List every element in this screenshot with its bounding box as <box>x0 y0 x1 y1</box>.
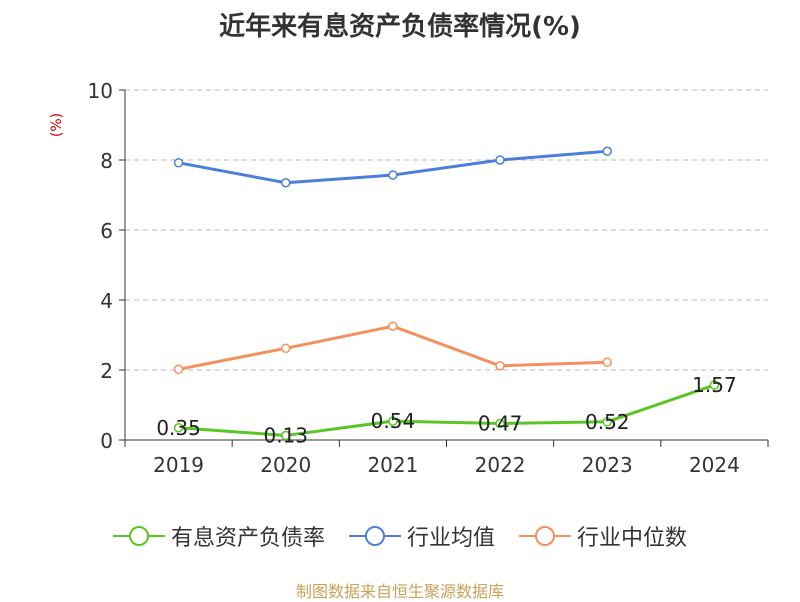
legend-swatch <box>348 526 401 546</box>
chart-title: 近年来有息资产负债率情况(%) <box>219 12 581 42</box>
legend-item[interactable]: 行业均值 <box>348 520 495 552</box>
data-point <box>602 146 612 156</box>
y-tick-label: 4 <box>100 289 113 313</box>
data-label: 0.13 <box>263 423 308 447</box>
y-tick-label: 2 <box>100 359 113 383</box>
data-point <box>495 361 505 371</box>
x-tick-label: 2021 <box>367 453 418 477</box>
axes: 0 2 4 6 8 10 2019 2020 2021 2022 2023 2024 <box>88 79 769 477</box>
data-point <box>173 423 184 433</box>
data-label: 0.52 <box>585 410 630 434</box>
data-point <box>281 430 291 441</box>
data-point <box>709 380 720 390</box>
legend-swatch <box>112 526 165 546</box>
data-label: 0.54 <box>371 409 416 433</box>
data-point <box>281 343 291 354</box>
y-tick-label: 0 <box>100 429 113 453</box>
legend-label: 行业中位数 <box>577 526 688 551</box>
data-label: 0.35 <box>156 416 201 440</box>
data-label: 1.57 <box>692 373 737 397</box>
data-point <box>602 417 612 427</box>
legend-label: 行业均值 <box>406 526 495 551</box>
data-point <box>388 170 398 180</box>
y-tick-label: 10 <box>88 79 113 103</box>
data-labels: 0.35 0.13 0.54 0.47 0.52 1.57 <box>156 373 736 447</box>
data-point <box>173 364 184 375</box>
grid-lines <box>125 89 768 371</box>
y-tick-label: 6 <box>100 219 113 243</box>
series-lines <box>173 146 720 441</box>
x-tick-label: 2019 <box>153 453 204 477</box>
data-point <box>388 416 398 426</box>
legend: 有息资产负债率 行业均值 行业中位数 <box>0 520 800 552</box>
x-tick-label: 2020 <box>260 453 311 477</box>
x-tick-label: 2023 <box>582 453 633 477</box>
data-point <box>173 158 184 168</box>
data-point <box>495 155 505 165</box>
data-point <box>388 321 398 331</box>
source-note: 制图数据来自恒生聚源数据库 <box>295 582 504 601</box>
legend-swatch <box>519 526 571 546</box>
data-label: 0.47 <box>478 412 523 436</box>
x-tick-label: 2022 <box>475 453 526 477</box>
series-line-0 <box>178 383 715 437</box>
x-tick-label: 2024 <box>689 453 740 477</box>
y-tick-label: 8 <box>100 149 113 173</box>
legend-label: 有息资产负债率 <box>170 526 325 551</box>
legend-item[interactable]: 有息资产负债率 <box>112 520 325 552</box>
data-point <box>495 418 505 429</box>
series-line-2 <box>178 324 608 371</box>
data-point <box>281 178 291 188</box>
data-point <box>602 357 612 368</box>
legend-item[interactable]: 行业中位数 <box>519 520 687 552</box>
